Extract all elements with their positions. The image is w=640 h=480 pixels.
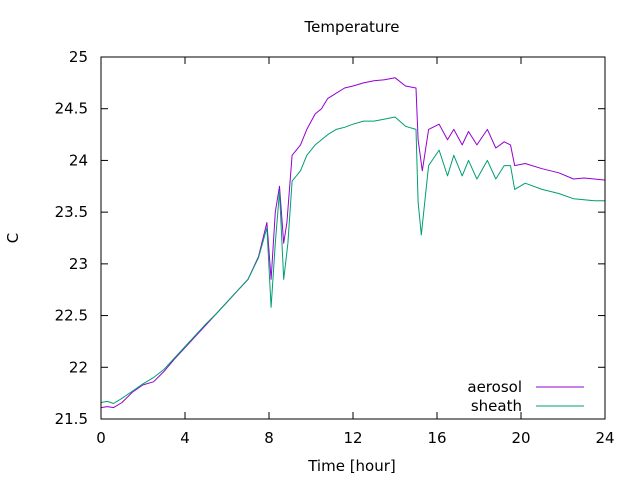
x-tick-label: 0 xyxy=(96,429,106,447)
series-layer xyxy=(100,77,606,409)
x-tick-label: 16 xyxy=(427,429,446,447)
y-tick-label: 23 xyxy=(69,255,88,273)
x-tick-label: 4 xyxy=(180,429,190,447)
x-tick-label: 20 xyxy=(511,429,530,447)
y-tick-label: 21.5 xyxy=(55,410,88,428)
x-tick-label: 12 xyxy=(343,429,362,447)
x-tick-label: 24 xyxy=(595,429,614,447)
y-tick-label: 24 xyxy=(69,151,88,169)
chart-title: Temperature xyxy=(303,18,399,36)
x-axis-label: Time [hour] xyxy=(307,457,396,475)
x-tick-label: 8 xyxy=(264,429,274,447)
legend-label-sheath: sheath xyxy=(471,397,522,415)
y-tick-label: 22.5 xyxy=(55,307,88,325)
y-tick-label: 25 xyxy=(69,48,88,66)
plot-frame xyxy=(100,56,606,420)
series-line-sheath xyxy=(100,116,605,404)
y-tick-label: 22 xyxy=(69,358,88,376)
series-line-aerosol xyxy=(100,77,606,409)
y-axis-label: C xyxy=(4,233,22,243)
legend-label-aerosol: aerosol xyxy=(467,378,522,396)
y-tick-label: 23.5 xyxy=(55,203,88,221)
y-tick-label: 24.5 xyxy=(55,100,88,118)
